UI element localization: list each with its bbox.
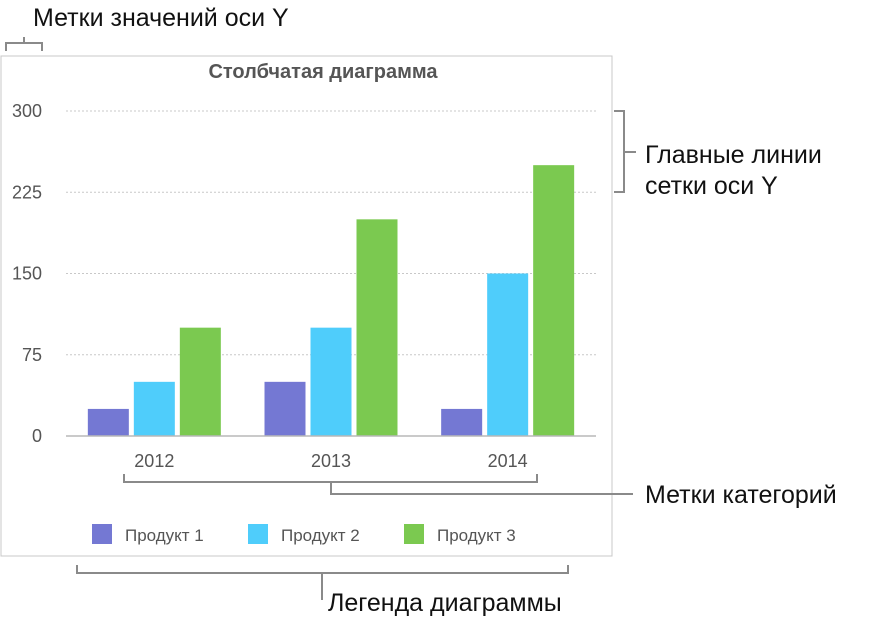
bar-layer: [87, 165, 575, 436]
category-labels: 2012 2013 2014: [134, 451, 527, 471]
legend-swatch: [92, 524, 112, 544]
chart-title: Столбчатая диаграмма: [208, 61, 438, 83]
y-tick-label: 0: [32, 426, 42, 446]
bar-2014-series-2: [487, 273, 529, 436]
bar-2013-series-3: [356, 219, 398, 436]
y-tick-label: 150: [12, 264, 42, 284]
legend-label: Продукт 3: [437, 526, 516, 545]
bar-2013-series-2: [310, 327, 352, 436]
category-label: 2014: [488, 451, 528, 471]
bar-2012-series-2: [133, 381, 175, 436]
bar-2012-series-3: [179, 327, 221, 436]
y-value-labels-bracket: [5, 37, 43, 51]
chart-legend: Продукт 1 Продукт 2 Продукт 3: [92, 524, 516, 545]
category-label: 2013: [311, 451, 351, 471]
y-gridlines-callout-line1: Главные линии: [645, 141, 822, 169]
legend-label: Продукт 1: [125, 526, 204, 545]
y-gridlines-bracket: [614, 110, 636, 193]
category-label: 2012: [134, 451, 174, 471]
y-tick-label: 225: [12, 182, 42, 202]
legend-swatch: [248, 524, 268, 544]
bar-2014-series-1: [441, 408, 483, 436]
y-tick-label: 75: [22, 345, 42, 365]
category-labels-bracket: [123, 474, 633, 495]
legend-callout: Легенда диаграммы: [328, 589, 562, 617]
category-labels-callout: Метки категорий: [645, 481, 837, 509]
legend-label: Продукт 2: [281, 526, 360, 545]
bar-2012-series-1: [87, 408, 129, 436]
y-gridlines-callout-line2: сетки оси Y: [645, 172, 778, 200]
legend-swatch: [404, 524, 424, 544]
bar-2013-series-1: [264, 381, 306, 436]
legend-bracket: [76, 565, 569, 600]
y-tick-label: 300: [12, 101, 42, 121]
y-value-labels-callout: Метки значений оси Y: [33, 4, 289, 32]
bar-2014-series-3: [533, 165, 575, 436]
